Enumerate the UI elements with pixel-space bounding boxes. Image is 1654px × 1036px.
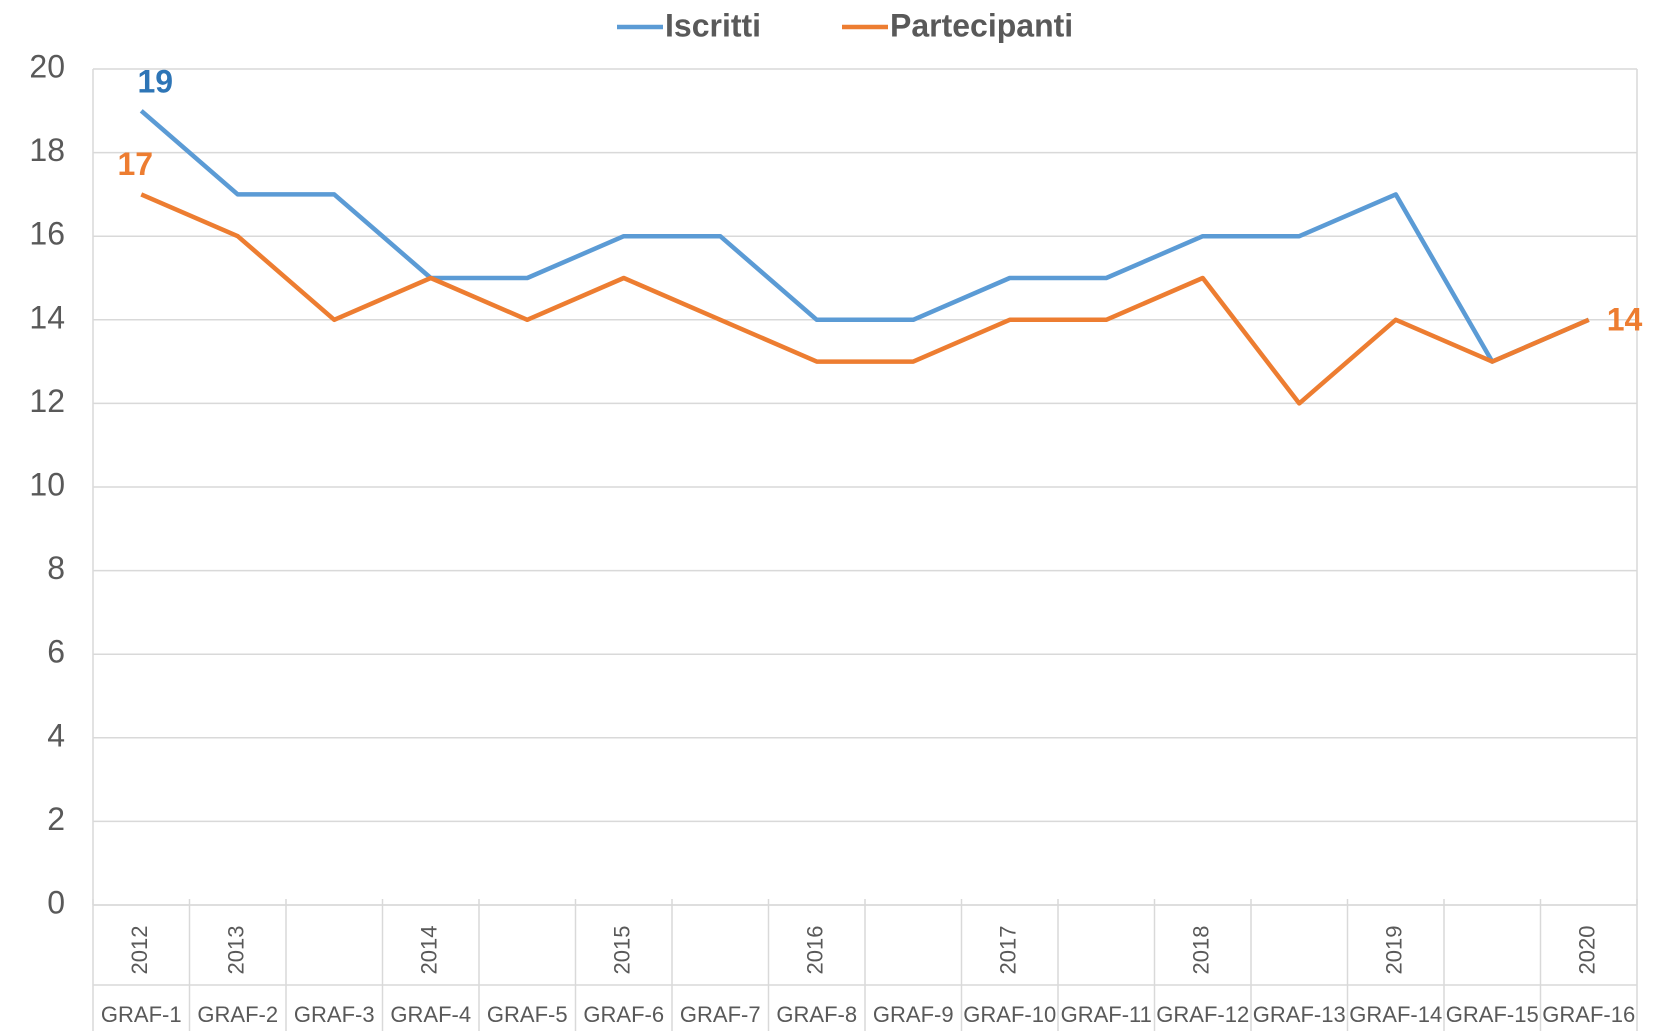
x-tick-label: GRAF-4 <box>390 1002 471 1027</box>
y-tick-label: 8 <box>47 550 65 586</box>
x-tick-label: GRAF-15 <box>1446 1002 1539 1027</box>
x-tick-label: GRAF-5 <box>487 1002 568 1027</box>
x-group-label: 2014 <box>417 926 442 975</box>
data-label: 19 <box>137 63 173 99</box>
x-tick-label: GRAF-8 <box>776 1002 857 1027</box>
x-group-label: 2018 <box>1189 926 1214 975</box>
y-tick-label: 6 <box>47 634 65 670</box>
series-line <box>140 192 1590 406</box>
data-label: 14 <box>1607 301 1643 337</box>
x-tick-label: GRAF-11 <box>1061 1002 1152 1027</box>
x-tick-label: GRAF-1 <box>101 1002 182 1027</box>
x-tick-label: GRAF-7 <box>680 1002 761 1027</box>
y-tick-label: 4 <box>47 717 65 753</box>
x-group-label: 2015 <box>610 926 635 975</box>
x-group-label: 2017 <box>996 926 1021 975</box>
y-tick-label: 10 <box>29 466 65 502</box>
legend-label: Iscritti <box>665 7 761 43</box>
x-tick-label: GRAF-9 <box>873 1002 954 1027</box>
x-tick-label: GRAF-14 <box>1349 1002 1442 1027</box>
x-group-label: 2012 <box>127 926 152 975</box>
x-group-label: 2020 <box>1575 926 1600 975</box>
x-tick-label: GRAF-2 <box>197 1002 278 1027</box>
y-tick-label: 2 <box>47 801 65 837</box>
x-tick-label: GRAF-13 <box>1253 1002 1346 1027</box>
x-tick-label: GRAF-16 <box>1542 1002 1635 1027</box>
y-tick-label: 18 <box>29 132 65 168</box>
x-tick-label: GRAF-10 <box>963 1002 1056 1027</box>
y-tick-label: 12 <box>29 383 65 419</box>
y-tick-label: 20 <box>29 48 65 84</box>
x-group-label: 2013 <box>224 926 249 975</box>
y-tick-label: 16 <box>29 216 65 252</box>
x-group-label: 2019 <box>1382 926 1407 975</box>
y-tick-label: 0 <box>47 884 65 920</box>
x-tick-label: GRAF-6 <box>583 1002 664 1027</box>
data-label: 17 <box>117 146 153 182</box>
x-tick-label: GRAF-3 <box>294 1002 375 1027</box>
x-tick-label: GRAF-12 <box>1156 1002 1249 1027</box>
legend-label: Partecipanti <box>890 7 1073 43</box>
series-line <box>139 109 1590 364</box>
y-tick-label: 14 <box>29 299 65 335</box>
x-group-label: 2016 <box>803 926 828 975</box>
